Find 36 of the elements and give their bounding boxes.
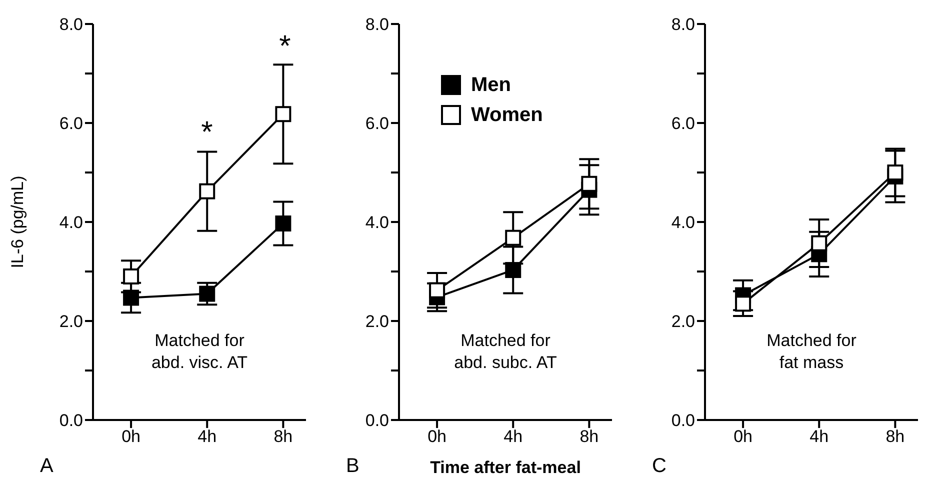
y-tick-label: 2.0: [365, 312, 389, 332]
x-tick-label: 0h: [122, 427, 140, 446]
x-axis-title: Time after fat-meal: [429, 458, 582, 478]
text: A: [40, 455, 54, 478]
y-tick-label: 8.0: [59, 15, 83, 34]
y-axis-title: IL-6 (pg/mL): [8, 176, 28, 268]
annotation: Matched for fat mass: [766, 330, 858, 374]
y-tick-label: 2.0: [59, 312, 83, 332]
legend-label: Women: [471, 104, 543, 126]
y-tick-label: 4.0: [671, 213, 695, 232]
annotation: *: [278, 30, 292, 63]
annotation: *: [200, 116, 214, 149]
y-tick-label: 8.0: [365, 15, 389, 34]
y-tick-label: 0.0: [365, 411, 389, 430]
annotation: Matched for abd. subc. AT: [453, 330, 558, 374]
text: C: [652, 455, 666, 478]
y-tick-label: 0.0: [59, 411, 83, 430]
y-tick-label: 4.0: [59, 213, 83, 232]
y-tick-label: 2.0: [671, 312, 695, 332]
x-tick-label: 0h: [428, 427, 446, 446]
x-tick-label: 8h: [580, 427, 599, 446]
x-tick-label: 0h: [734, 427, 752, 446]
legend-label: Men: [471, 74, 511, 96]
x-tick-label: 4h: [810, 427, 829, 446]
y-tick-label: 4.0: [365, 213, 389, 232]
y-tick-label: 0.0: [671, 411, 695, 430]
y-tick-label: 6.0: [59, 114, 83, 134]
x-tick-label: 8h: [274, 427, 293, 446]
annotation: Matched for abd. visc. AT: [150, 330, 249, 374]
text: B: [346, 455, 360, 478]
x-tick-label: 8h: [886, 427, 905, 446]
x-tick-label: 4h: [198, 427, 217, 446]
x-tick-label: 4h: [504, 427, 523, 446]
y-tick-label: 6.0: [365, 114, 389, 134]
y-tick-label: 6.0: [671, 114, 695, 134]
y-tick-label: 8.0: [671, 15, 695, 34]
